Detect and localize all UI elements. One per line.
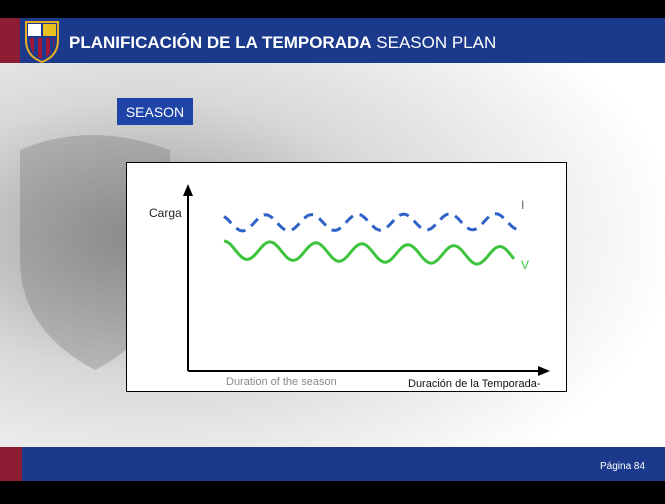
x-axis-arrow: [538, 366, 550, 376]
x-axis-label-es: Duración de la Temporada-: [408, 378, 541, 390]
volume-wave: [223, 239, 516, 266]
line-label: I: [521, 198, 524, 212]
page-number: 84: [634, 461, 646, 472]
top-bar: [0, 0, 665, 18]
y-axis-label: Carga: [149, 206, 182, 220]
title-rest: SEASON PLAN: [376, 33, 496, 52]
season-badge: [117, 98, 193, 125]
badge-text: SEASON: [126, 104, 184, 120]
header-accent: [0, 18, 20, 63]
page-indicator: Página 84: [600, 461, 645, 472]
footer-accent: [0, 447, 22, 481]
line-label: V: [521, 258, 529, 272]
page-label: Página: [600, 461, 632, 472]
header-bar: [0, 18, 665, 63]
club-crest: [25, 21, 59, 64]
footer-bar: [0, 447, 665, 481]
intensity-wave: [223, 212, 519, 233]
y-axis-arrow: [183, 184, 193, 196]
diagram-frame: [126, 162, 567, 392]
title-bold: PLANIFICACIÓN DE LA TEMPORADA: [69, 33, 372, 52]
x-axis-label-en: Duration of the season: [226, 376, 337, 388]
header-title: PLANIFICACIÓN DE LA TEMPORADA SEASON PLA…: [69, 33, 496, 52]
